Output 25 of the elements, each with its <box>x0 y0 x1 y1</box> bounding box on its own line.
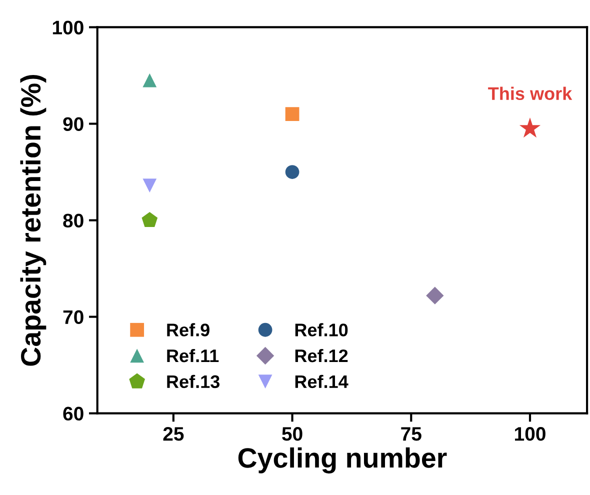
legend-label: Ref.11 <box>167 348 219 362</box>
x-tick-label: 50 <box>282 427 302 441</box>
x-axis-title: Cycling number <box>238 447 447 474</box>
y-axis-title: Capacity retention (%) <box>20 75 46 366</box>
legend-label: Ref.9 <box>167 323 210 336</box>
x-tick-label: 100 <box>515 427 546 441</box>
annotation: This work <box>488 86 572 100</box>
x-tick-label: 25 <box>163 427 184 441</box>
point <box>142 212 158 228</box>
point <box>519 117 541 138</box>
y-tick-label: 60 <box>63 406 84 421</box>
x-tick-label: 75 <box>401 427 422 441</box>
legend-label: Ref.13 <box>167 374 220 388</box>
y-tick-label: 100 <box>52 20 84 34</box>
point <box>142 178 157 192</box>
point <box>142 73 157 88</box>
point <box>285 107 300 122</box>
point <box>285 165 300 179</box>
y-tick-label: 90 <box>63 117 84 131</box>
y-tick-label: 80 <box>63 214 84 228</box>
point <box>426 286 444 304</box>
legend-label: Ref.14 <box>295 374 348 388</box>
legend-label: Ref.12 <box>295 348 348 362</box>
y-tick-label: 70 <box>63 310 84 324</box>
legend-label: Ref.10 <box>295 323 348 336</box>
